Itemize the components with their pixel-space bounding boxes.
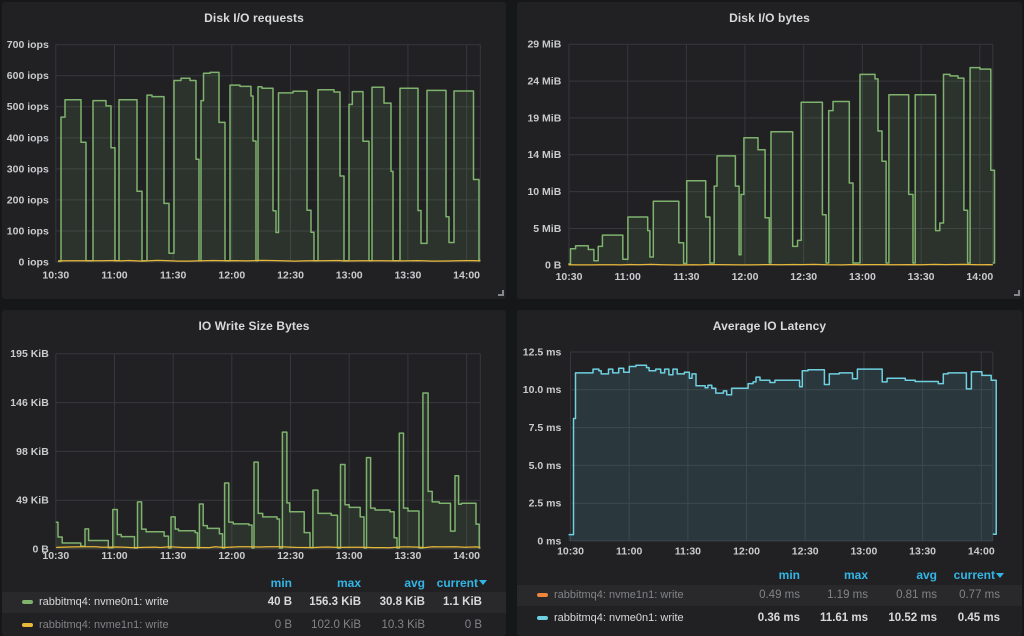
svg-text:10:30: 10:30 [42,550,69,562]
svg-text:13:30: 13:30 [909,545,936,557]
svg-text:13:00: 13:00 [336,269,363,281]
svg-text:11:30: 11:30 [160,550,186,562]
svg-text:12.5 ms: 12.5 ms [523,346,562,358]
svg-text:500 iops: 500 iops [7,101,49,113]
svg-text:0 iops: 0 iops [18,256,49,268]
svg-text:12:00: 12:00 [733,545,760,557]
svg-text:12:00: 12:00 [218,550,245,562]
svg-text:100 iops: 100 iops [7,225,49,237]
svg-text:10:30: 10:30 [557,545,584,557]
svg-text:12:30: 12:30 [790,271,817,283]
svg-text:0 B: 0 B [32,543,49,555]
svg-text:11:00: 11:00 [615,271,641,283]
svg-text:5 MiB: 5 MiB [533,223,561,235]
svg-text:7.5 ms: 7.5 ms [529,422,562,434]
svg-text:11:00: 11:00 [101,550,127,562]
svg-text:14:00: 14:00 [968,545,995,557]
svg-text:0 B: 0 B [545,260,562,272]
svg-text:14:00: 14:00 [453,269,480,281]
svg-text:2.5 ms: 2.5 ms [529,498,562,510]
svg-text:14 MiB: 14 MiB [527,149,561,161]
svg-text:700 iops: 700 iops [7,39,49,51]
svg-text:200 iops: 200 iops [7,194,49,206]
svg-text:13:30: 13:30 [394,550,421,562]
svg-text:12:30: 12:30 [277,269,304,281]
svg-text:13:00: 13:00 [850,545,877,557]
svg-text:0 ms: 0 ms [537,535,561,547]
svg-text:10:30: 10:30 [556,271,583,283]
svg-text:10.0 ms: 10.0 ms [523,384,562,396]
svg-text:13:30: 13:30 [394,269,421,281]
svg-text:300 iops: 300 iops [7,163,49,175]
svg-text:600 iops: 600 iops [7,70,49,82]
svg-text:13:30: 13:30 [908,271,935,283]
svg-text:10:30: 10:30 [42,269,69,281]
svg-text:11:30: 11:30 [160,269,186,281]
svg-text:5.0 ms: 5.0 ms [529,460,562,472]
svg-text:14:00: 14:00 [453,550,480,562]
svg-text:14:00: 14:00 [966,271,993,283]
svg-text:12:00: 12:00 [218,269,245,281]
svg-text:10 MiB: 10 MiB [527,186,561,198]
svg-text:11:30: 11:30 [675,545,701,557]
svg-text:19 MiB: 19 MiB [527,112,561,124]
svg-text:400 iops: 400 iops [7,132,49,144]
svg-text:11:00: 11:00 [616,545,642,557]
svg-text:12:30: 12:30 [792,545,819,557]
svg-text:12:00: 12:00 [732,271,759,283]
svg-text:146 KiB: 146 KiB [10,397,49,409]
svg-text:11:30: 11:30 [673,271,699,283]
svg-text:49 KiB: 49 KiB [16,495,49,507]
svg-text:11:00: 11:00 [101,269,127,281]
svg-text:98 KiB: 98 KiB [16,446,49,458]
svg-text:24 MiB: 24 MiB [527,76,561,88]
svg-text:13:00: 13:00 [336,550,363,562]
svg-text:195 KiB: 195 KiB [10,348,49,360]
svg-text:12:30: 12:30 [277,550,304,562]
svg-text:13:00: 13:00 [849,271,876,283]
svg-text:29 MiB: 29 MiB [527,39,561,51]
